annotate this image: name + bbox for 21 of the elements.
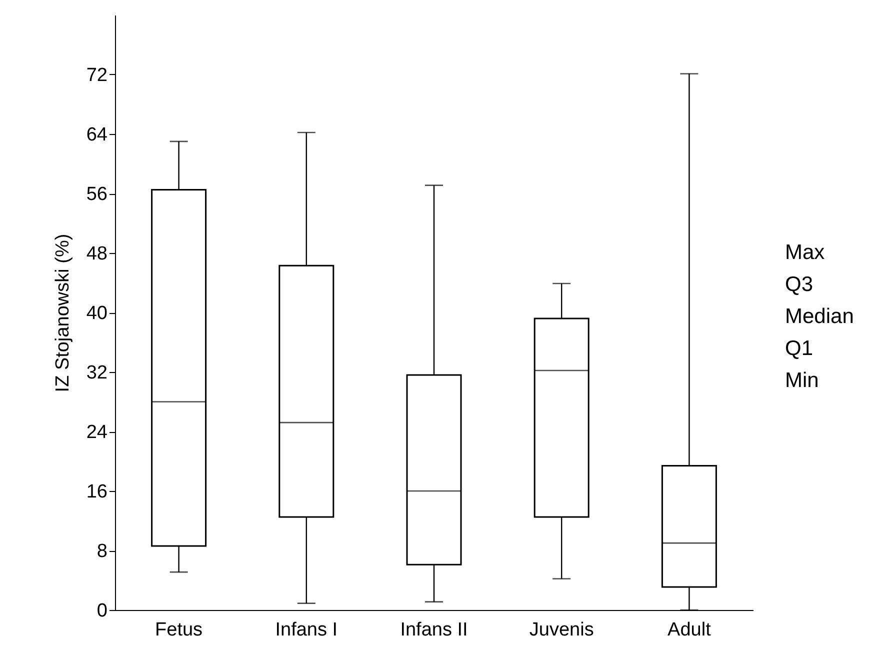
y-tick-label: 8 <box>96 541 108 562</box>
y-tick-label: 32 <box>86 362 108 384</box>
y-tick-label: 16 <box>86 482 108 502</box>
y-tick-label: 64 <box>86 124 108 146</box>
y-tick-label: 24 <box>86 422 108 443</box>
y-tick-label: 0 <box>96 600 108 622</box>
y-axis-title: IZ Stojanowski (%) <box>52 234 74 392</box>
x-tick-label: Infans II <box>400 620 468 640</box>
text: Max <box>785 240 826 266</box>
y-tick-label: 72 <box>86 65 108 86</box>
text: Q1 <box>785 336 814 362</box>
x-tick-label: Adult <box>668 620 712 640</box>
y-tick-label: 40 <box>86 303 108 324</box>
y-tick-label: 48 <box>86 244 108 264</box>
x-tick-label: Infans I <box>275 620 338 640</box>
text: Q3 <box>785 272 814 298</box>
text: Min <box>785 368 820 394</box>
x-tick-label: Juvenis <box>529 620 594 640</box>
text: Median <box>785 304 854 330</box>
x-tick-label: Fetus <box>155 620 203 640</box>
y-tick-label: 56 <box>86 184 108 205</box>
